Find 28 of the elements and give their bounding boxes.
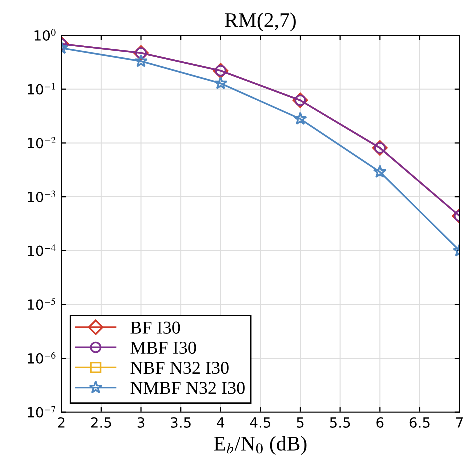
y-tick-label: 10$^{−4}$ (28, 244, 56, 256)
x-tick-label: 4 (217, 418, 225, 428)
y-tick-label: 10$^{−1}$ (28, 83, 55, 95)
x-tick-label: 6.5 (410, 417, 430, 428)
x-tick-label: 6 (376, 417, 384, 428)
y-tick-label: 10$^{−6}$ (28, 352, 56, 364)
y-tick-label: 10$^{0}$ (34, 29, 56, 41)
legend-label: MBF I30 (130, 342, 196, 354)
point (214, 76, 228, 90)
chart-title: RM(2,7) (225, 12, 296, 32)
point (294, 112, 308, 126)
legend-label: NMBF N32 I30 (130, 382, 245, 394)
point (373, 165, 387, 178)
y-tick-label: 10$^{−7}$ (28, 406, 56, 418)
y-tick-label: 10$^{−5}$ (28, 298, 56, 310)
x-tick-label: 3.5 (171, 417, 191, 428)
x-tick-label: 7 (456, 418, 464, 428)
x-axis-title: E$_{b}$/N$_{0}$ (dB) (214, 436, 307, 456)
x-tick-label: 5.5 (330, 418, 350, 428)
x-tick-label: 5 (297, 418, 304, 428)
x-tick-label: 2 (58, 417, 65, 428)
legend-label: BF I30 (130, 322, 180, 334)
x-tick-label: 4.5 (250, 418, 271, 428)
legend-label: NBF N32 I30 (130, 362, 229, 374)
x-tick-label: 3 (138, 417, 145, 428)
x-tick-label: 2.5 (91, 417, 112, 428)
y-tick-label: 10$^{−2}$ (28, 136, 56, 149)
y-tick-label: 10$^{−3}$ (28, 190, 56, 202)
